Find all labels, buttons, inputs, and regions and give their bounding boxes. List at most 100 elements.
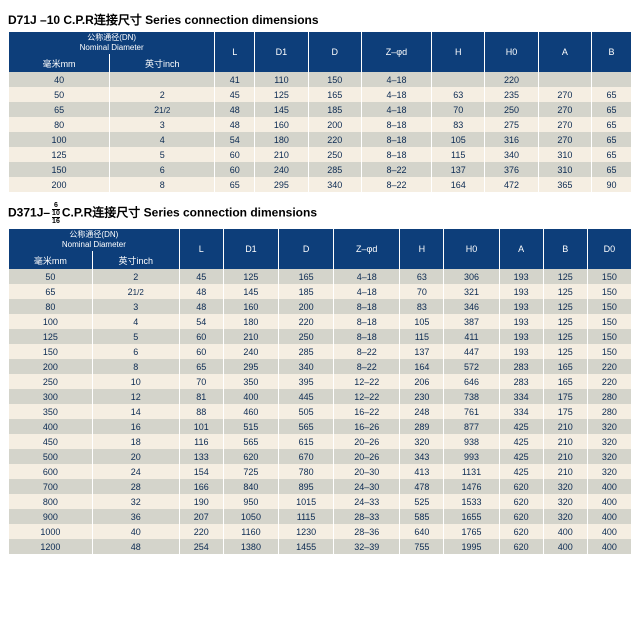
cell: 320 xyxy=(587,419,631,434)
cell: 376 xyxy=(485,162,538,177)
table-row: 6521/2481451854–187025027065 xyxy=(9,102,632,117)
cell: 125 xyxy=(543,269,587,284)
cell: 12–22 xyxy=(334,389,400,404)
cell: 125 xyxy=(9,329,93,344)
cell: 81 xyxy=(179,389,223,404)
cell: 4–18 xyxy=(334,284,400,299)
cell: 275 xyxy=(485,117,538,132)
table-row: 40411101504–18220 xyxy=(9,72,632,87)
cell: 60 xyxy=(179,344,223,359)
cell: 125 xyxy=(543,344,587,359)
cell: 240 xyxy=(255,162,308,177)
cell: 207 xyxy=(179,509,223,524)
col-D0: D0 xyxy=(587,229,631,269)
cell: 65 xyxy=(9,102,110,117)
cell: 600 xyxy=(9,464,93,479)
cell: 270 xyxy=(538,87,591,102)
cell: 200 xyxy=(279,299,334,314)
cell: 895 xyxy=(279,479,334,494)
cell: 8–18 xyxy=(334,299,400,314)
cell: 1380 xyxy=(223,539,278,554)
cell: 395 xyxy=(279,374,334,389)
cell: 175 xyxy=(543,389,587,404)
cell: 116 xyxy=(179,434,223,449)
cell: 70 xyxy=(179,374,223,389)
cell: 90 xyxy=(591,177,631,192)
cell: 472 xyxy=(485,177,538,192)
cell: 6 xyxy=(110,162,215,177)
cell: 320 xyxy=(587,464,631,479)
cell: 4–18 xyxy=(361,102,431,117)
table-row: 1255602102508–1811534031065 xyxy=(9,147,632,162)
table-row: 1004541802208–1810531627065 xyxy=(9,132,632,147)
cell: 1015 xyxy=(279,494,334,509)
cell: 101 xyxy=(179,419,223,434)
cell: 938 xyxy=(444,434,499,449)
cell: 65 xyxy=(591,162,631,177)
cell: 400 xyxy=(223,389,278,404)
cell: 193 xyxy=(499,299,543,314)
table-row: 80032190950101524–335251533620320400 xyxy=(9,494,632,509)
col-inch: 英寸inch xyxy=(110,54,215,72)
cell: 60 xyxy=(215,147,255,162)
cell: 525 xyxy=(400,494,444,509)
table-row: 1506602402858–2213737631065 xyxy=(9,162,632,177)
cell: 295 xyxy=(255,177,308,192)
cell: 700 xyxy=(9,479,93,494)
cell: 270 xyxy=(538,132,591,147)
cell: 210 xyxy=(543,449,587,464)
cell: 193 xyxy=(499,314,543,329)
cell: 877 xyxy=(444,419,499,434)
dn-header: 公称通径(DN) Nominal Diameter xyxy=(9,229,180,251)
cell: 250 xyxy=(279,329,334,344)
cell: 150 xyxy=(308,72,361,87)
col-L: L xyxy=(179,229,223,269)
cell: 210 xyxy=(223,329,278,344)
col-inch: 英寸inch xyxy=(92,251,179,269)
cell: 65 xyxy=(591,87,631,102)
cell: 220 xyxy=(485,72,538,87)
cell: 88 xyxy=(179,404,223,419)
cell: 220 xyxy=(587,374,631,389)
cell: 160 xyxy=(223,299,278,314)
cell: 63 xyxy=(432,87,485,102)
cell: 8 xyxy=(92,359,179,374)
cell: 65 xyxy=(9,284,93,299)
cell: 115 xyxy=(432,147,485,162)
cell: 565 xyxy=(279,419,334,434)
cell: 8–18 xyxy=(334,314,400,329)
cell: 285 xyxy=(308,162,361,177)
cell: 50 xyxy=(9,269,93,284)
cell: 283 xyxy=(499,374,543,389)
cell: 63 xyxy=(400,269,444,284)
cell: 413 xyxy=(400,464,444,479)
cell xyxy=(432,72,485,87)
table-row: 6521/2481451854–1870321193125150 xyxy=(9,284,632,299)
cell: 320 xyxy=(587,434,631,449)
cell: 350 xyxy=(9,404,93,419)
table-row: 2008652953408–22164572283165220 xyxy=(9,359,632,374)
cell: 8–22 xyxy=(334,359,400,374)
col-Zphid: Z–φd xyxy=(334,229,400,269)
cell: 2 xyxy=(110,87,215,102)
cell: 210 xyxy=(543,419,587,434)
table-row: 502451251654–1863306193125150 xyxy=(9,269,632,284)
cell: 993 xyxy=(444,449,499,464)
cell: 180 xyxy=(223,314,278,329)
cell: 1000 xyxy=(9,524,93,539)
cell: 125 xyxy=(9,147,110,162)
cell: 295 xyxy=(223,359,278,374)
cell: 137 xyxy=(400,344,444,359)
table1: 公称通径(DN) Nominal Diameter L D1 D Z–φd H … xyxy=(8,32,632,192)
cell: 400 xyxy=(587,524,631,539)
table-row: 350148846050516–22248761334175280 xyxy=(9,404,632,419)
cell: 137 xyxy=(432,162,485,177)
cell: 8–18 xyxy=(334,329,400,344)
cell: 45 xyxy=(179,269,223,284)
cell: 206 xyxy=(400,374,444,389)
cell xyxy=(110,72,215,87)
table1-body: 40411101504–18220502451251654–1863235270… xyxy=(9,72,632,192)
cell: 320 xyxy=(543,479,587,494)
cell: 54 xyxy=(215,132,255,147)
cell: 3 xyxy=(110,117,215,132)
